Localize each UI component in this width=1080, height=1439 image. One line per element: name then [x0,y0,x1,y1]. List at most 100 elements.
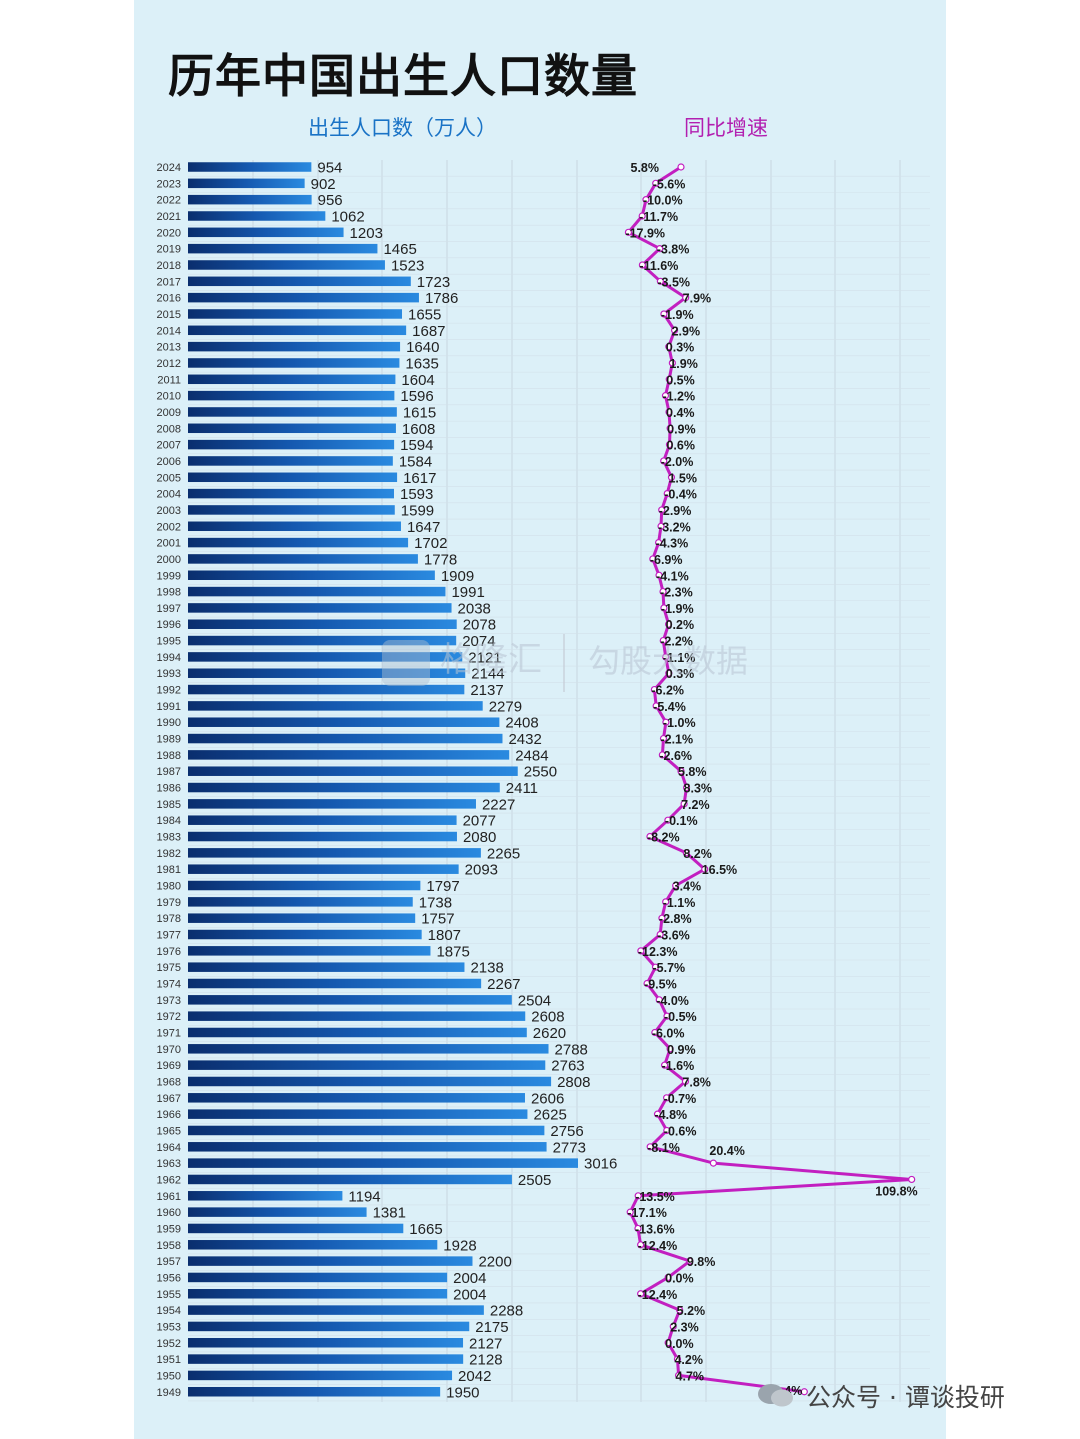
value-label-1953: 2175 [475,1319,508,1336]
bar-2015 [188,309,403,319]
growth-point-1996 [664,620,673,628]
year-label-1964: 1964 [157,1142,181,1154]
value-label-1965: 2756 [550,1123,583,1140]
growth-label-1992: -6.2% [651,684,684,698]
value-label-1968: 2808 [557,1074,590,1091]
growth-point-1995 [659,636,667,645]
bar-2022 [188,194,312,205]
growth-point-2024 [677,163,685,171]
bar-1987 [188,766,518,776]
bar-1959 [188,1223,404,1234]
value-label-2011: 1604 [401,372,434,389]
value-label-1995: 2074 [462,633,495,650]
bar-1966 [188,1109,528,1119]
growth-point-1988 [658,751,666,759]
value-label-2021: 1062 [331,208,364,225]
growth-label-1980: 3.4% [673,880,702,894]
bar-1965 [188,1125,545,1136]
bar-1986 [188,782,500,793]
year-label-2007: 2007 [157,440,181,452]
growth-point-1963 [709,1159,717,1167]
growth-point-2007 [665,441,674,449]
growth-label-1986: 8.3% [684,782,713,796]
value-label-2012: 1635 [405,355,438,372]
growth-label-1990: -1.0% [663,716,696,730]
value-label-1980: 1797 [426,878,459,895]
growth-label-1997: -1.9% [661,602,694,616]
growth-label-1984: -0.1% [665,814,698,828]
growth-label-1960: -17.1% [627,1206,667,1220]
bar-1985 [188,799,476,809]
value-label-1979: 1738 [419,894,452,911]
value-label-1997: 2038 [458,600,491,617]
growth-point-1986 [682,783,691,792]
growth-label-2018: -11.6% [639,259,678,273]
bar-2016 [188,292,419,303]
value-label-1987: 2550 [524,764,557,781]
growth-label-2012: 1.9% [669,357,698,371]
growth-label-1985: 7.2% [681,798,710,812]
growth-label-1957: 9.8% [687,1255,716,1269]
growth-label-2007: 0.6% [666,439,695,453]
year-label-1953: 1953 [157,1321,181,1333]
growth-label-1994: -1.1% [663,651,696,665]
bar-2007 [188,439,395,450]
value-label-2008: 1608 [402,421,435,438]
value-label-1963: 3016 [584,1156,617,1173]
growth-label-2016: 7.9% [683,292,712,306]
year-label-2002: 2002 [157,521,181,533]
bar-2009 [188,407,397,417]
value-label-1958: 1928 [443,1237,476,1254]
growth-point-2010 [661,392,670,400]
value-label-2010: 1596 [400,388,433,405]
value-label-2016: 1786 [425,290,458,307]
growth-label-1961: -13.5% [635,1190,675,1204]
growth-point-1955 [637,1290,645,1298]
growth-label-1971: -6.0% [652,1026,685,1040]
bar-1997 [188,603,452,613]
year-label-2012: 2012 [157,358,181,370]
bar-1956 [188,1272,448,1283]
bar-1958 [188,1240,438,1250]
year-label-2021: 2021 [157,211,181,223]
year-label-1992: 1992 [157,685,181,697]
value-label-2015: 1655 [408,306,441,323]
value-label-2013: 1640 [406,339,439,356]
growth-label-2003: -2.9% [659,504,692,518]
growth-label-2015: -1.9% [661,308,694,322]
bar-1977 [188,929,422,940]
year-label-1958: 1958 [157,1240,181,1252]
bar-1996 [188,619,457,629]
year-label-1951: 1951 [157,1354,181,1366]
growth-label-1995: -2.2% [660,635,693,649]
year-label-1986: 1986 [157,783,181,795]
growth-label-2014: 2.9% [672,324,701,338]
growth-point-1981 [701,865,709,873]
growth-label-2022: -10.0% [643,194,683,208]
growth-label-1952: 0.0% [665,1337,694,1351]
value-label-1964: 2773 [553,1139,586,1156]
year-label-1978: 1978 [157,913,181,925]
year-label-2011: 2011 [157,374,181,386]
growth-point-1989 [659,734,668,743]
value-label-2018: 1523 [391,257,424,274]
growth-point-1957 [686,1257,694,1265]
year-label-1981: 1981 [157,864,181,876]
growth-label-2013: 0.3% [666,341,695,355]
value-label-1969: 2763 [551,1058,584,1075]
value-label-2020: 1203 [350,225,383,242]
bar-1962 [188,1174,512,1185]
year-label-2000: 2000 [157,554,181,566]
growth-point-1949 [800,1388,808,1396]
bar-1998 [188,586,446,597]
bar-1969 [188,1060,546,1070]
growth-label-1975: -5.7% [652,961,685,975]
growth-point-1956 [664,1273,672,1282]
growth-label-1965: -0.6% [664,1124,697,1138]
value-label-1971: 2620 [533,1025,566,1042]
bar-2020 [188,227,344,238]
bar-1955 [188,1289,448,1299]
year-label-2015: 2015 [157,309,181,321]
value-label-2005: 1617 [403,470,436,487]
year-label-1961: 1961 [157,1191,181,1203]
